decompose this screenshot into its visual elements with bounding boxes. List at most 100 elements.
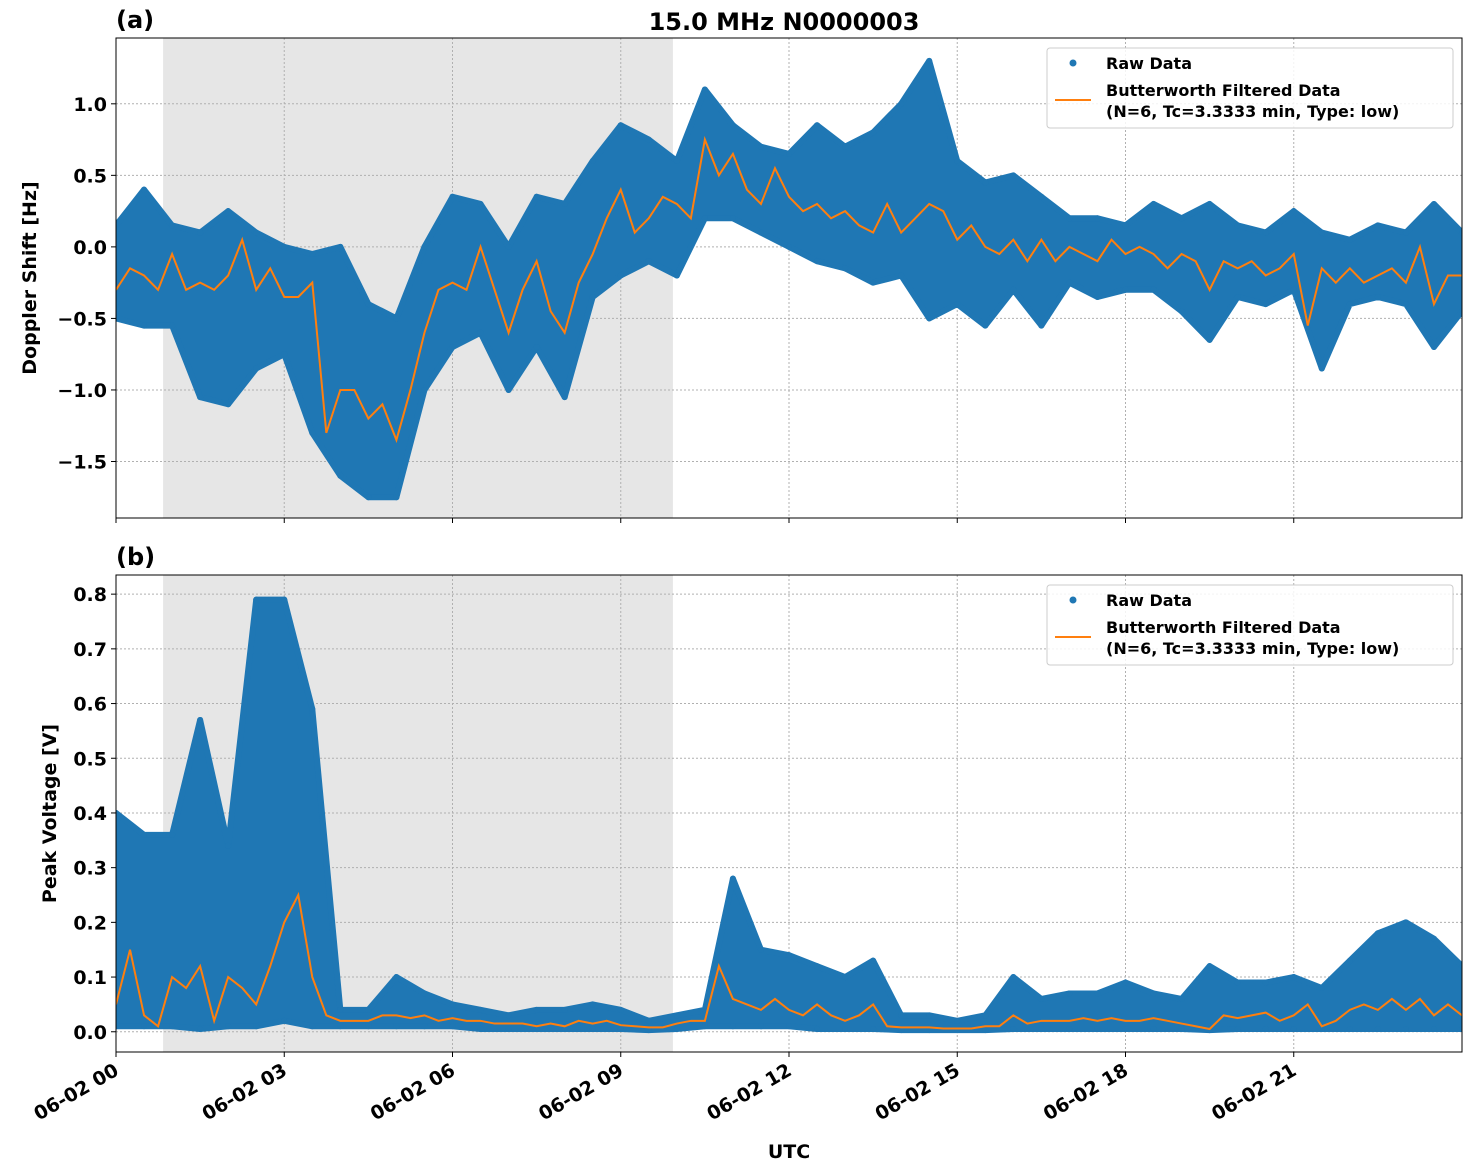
- raw-data-point: [365, 1023, 372, 1030]
- raw-data-point: [898, 1012, 905, 1019]
- raw-data-point: [1178, 1026, 1185, 1033]
- raw-data-point: [505, 1012, 512, 1019]
- raw-data-point: [1038, 1026, 1045, 1033]
- legend-box: [1046, 584, 1454, 666]
- raw-data-point: [1234, 1026, 1241, 1033]
- raw-data-point: [954, 1017, 961, 1024]
- raw-data-point: [645, 258, 652, 265]
- raw-data-point: [169, 322, 176, 329]
- raw-data-point: [898, 272, 905, 279]
- y-tick-label: 1.0: [73, 94, 107, 116]
- raw-data-point: [1178, 995, 1185, 1002]
- raw-data-point: [870, 957, 877, 964]
- raw-data-point: [1374, 293, 1381, 300]
- raw-data-point: [365, 494, 372, 501]
- data-layer: [116, 57, 1462, 501]
- raw-data-point: [477, 1026, 484, 1033]
- raw-data-point: [477, 329, 484, 336]
- raw-data-point: [116, 809, 119, 816]
- raw-data-point: [1402, 919, 1409, 926]
- raw-data-point: [449, 193, 456, 200]
- raw-data-point: [729, 875, 736, 882]
- raw-data-point: [1318, 229, 1325, 236]
- raw-data-point: [197, 716, 204, 723]
- raw-data-envelope: [116, 596, 1462, 1034]
- raw-data-point: [505, 386, 512, 393]
- raw-data-point: [786, 1023, 792, 1030]
- raw-data-point: [1262, 301, 1269, 308]
- raw-data-point: [701, 1023, 708, 1030]
- raw-data-point: [561, 1026, 568, 1033]
- panel-b: 0.0 0.1 0.2 0.3 0.4 0.5 0.6 0.7 0.8 06-02 00 06-02…: [30, 543, 1463, 1125]
- raw-data-point: [673, 158, 680, 165]
- raw-data-point: [1402, 301, 1409, 308]
- raw-data-point: [1122, 1026, 1129, 1033]
- raw-data-point: [281, 351, 288, 358]
- raw-data-point: [1346, 236, 1353, 243]
- raw-data-point: [645, 1017, 652, 1024]
- raw-data-point: [253, 596, 260, 603]
- filtered-data-line: [116, 891, 1462, 1031]
- raw-data-point: [309, 1023, 316, 1030]
- raw-data-point: [1206, 963, 1213, 970]
- y-tick-label: 0.3: [73, 858, 107, 880]
- raw-data-point: [197, 394, 204, 401]
- y-tick-label: 0.0: [73, 237, 107, 259]
- x-tick-label: 06-02 21: [1208, 1059, 1300, 1125]
- x-tick-label: 06-02 06: [367, 1059, 459, 1125]
- legend-filtered-params: (N=6, Tc=3.3333 min, Type: low): [1106, 102, 1399, 121]
- raw-data-point: [926, 57, 933, 64]
- y-tick-label: −1.5: [57, 451, 107, 473]
- raw-data-point: [281, 596, 288, 603]
- raw-data-point: [561, 1006, 568, 1013]
- raw-data-point: [169, 1023, 176, 1030]
- raw-data-point: [1290, 286, 1297, 293]
- raw-data-point: [393, 494, 400, 501]
- x-tick-label: 06-02 00: [30, 1059, 122, 1125]
- y-tick-label: 0.7: [73, 639, 107, 661]
- raw-data-point: [1234, 293, 1241, 300]
- raw-data-point: [589, 293, 596, 300]
- raw-data-point: [926, 1027, 933, 1034]
- raw-data-point: [141, 322, 148, 329]
- raw-data-point: [870, 129, 877, 136]
- raw-data-point: [533, 193, 540, 200]
- raw-data-point: [477, 1006, 484, 1013]
- x-tick-label: 06-02 09: [535, 1059, 627, 1125]
- raw-data-point: [1318, 984, 1325, 991]
- y-tick-label: 0.5: [73, 165, 107, 187]
- raw-data-point: [477, 200, 484, 207]
- raw-data-point: [814, 1026, 821, 1033]
- raw-data-point: [673, 272, 680, 279]
- raw-data-point: [281, 1017, 288, 1024]
- raw-data-point: [729, 122, 736, 129]
- raw-data-point: [1094, 1026, 1101, 1033]
- raw-data-point: [1094, 293, 1101, 300]
- raw-data-point: [757, 143, 764, 150]
- raw-data-point: [421, 386, 428, 393]
- raw-data-point: [561, 200, 568, 207]
- raw-data-point: [393, 974, 400, 981]
- raw-data-point: [1066, 990, 1073, 997]
- raw-data-point: [954, 301, 961, 308]
- raw-data-point: [786, 952, 792, 959]
- raw-data-point: [421, 1023, 428, 1030]
- raw-data-point: [786, 243, 792, 250]
- y-tick-label: 0.5: [73, 748, 107, 770]
- raw-data-point: [449, 1023, 456, 1030]
- raw-data-point: [982, 179, 989, 186]
- raw-data-point: [1010, 172, 1017, 179]
- raw-data-point: [1038, 193, 1045, 200]
- raw-data-point: [1234, 222, 1241, 229]
- raw-data-point: [197, 1026, 204, 1033]
- raw-data-point: [337, 1023, 344, 1030]
- raw-data-point: [1430, 935, 1437, 942]
- raw-data-point: [337, 243, 344, 250]
- raw-data-point: [757, 1023, 764, 1030]
- raw-data-point: [1459, 1026, 1462, 1033]
- raw-data-point: [814, 122, 821, 129]
- raw-data-point: [309, 251, 316, 258]
- raw-data-point: [225, 401, 232, 408]
- raw-data-point: [1374, 1026, 1381, 1033]
- raw-data-point: [533, 344, 540, 351]
